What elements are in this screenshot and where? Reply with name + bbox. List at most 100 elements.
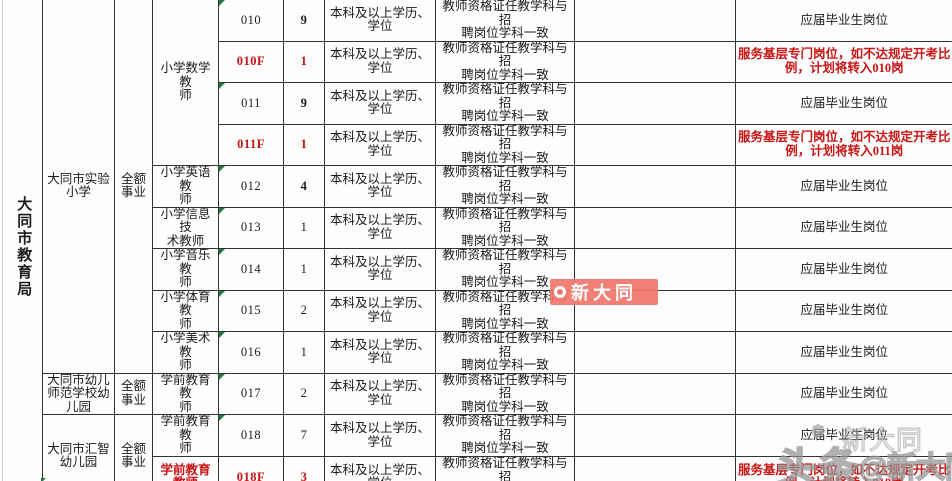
other-cell: [574, 372, 736, 415]
qualification-req-cell: 教师资格证任教学科与招 聘岗位学科一致: [435, 40, 575, 83]
other-cell: [574, 289, 736, 332]
excel-error-triangle-icon: [219, 373, 225, 380]
remark-cell: 服务基层专门岗位，如不达规定开考比 例，计划将转入011岗: [735, 123, 952, 166]
table-row: 大同市幼儿 师范学校幼 儿园 全额 事业 学前教育教 师 017 2 本科及以上…: [3, 372, 952, 415]
position-cell: 学前教育 教师: [152, 456, 219, 481]
position-cell: 学前教育教 师: [152, 372, 219, 415]
table-row: 010F 1 本科及以上学历、 学位 教师资格证任教学科与招 聘岗位学科一致 服…: [3, 40, 952, 83]
qualification-req-cell: 教师资格证任教学科与招 聘岗位学科一致: [435, 165, 575, 208]
table-row: 011 9 本科及以上学历、 学位 教师资格证任教学科与招 聘岗位学科一致 应届…: [3, 82, 952, 125]
count-cell: 1: [283, 248, 325, 291]
count-cell: 7: [283, 414, 325, 457]
code-cell: 017: [218, 372, 284, 415]
qualification-req-cell: 教师资格证任教学科与招 聘岗位学科一致: [435, 123, 575, 166]
excel-error-triangle-icon: [219, 332, 225, 338]
remark-cell: 应届毕业生岗位: [735, 206, 952, 249]
funding-cell: 全额 事业: [114, 372, 153, 415]
position-cell: 学前教育教 师: [152, 414, 219, 457]
other-cell: [574, 414, 736, 457]
code-cell: 012: [218, 165, 284, 208]
qualification-req-cell: 教师资格证任教学科与招 聘岗位学科一致: [435, 248, 575, 291]
education-req-cell: 本科及以上学历、 学位: [324, 40, 436, 83]
other-cell: [574, 165, 736, 208]
education-req-cell: 本科及以上学历、 学位: [324, 372, 436, 415]
table-row: 小学音乐教 师 014 1 本科及以上学历、 学位 教师资格证任教学科与招 聘岗…: [3, 248, 952, 291]
position-cell: 小学数学教 师: [152, 0, 219, 166]
excel-error-triangle-icon: [219, 249, 225, 255]
count-cell: 9: [283, 0, 325, 42]
bureau-cell: 大同市教育局: [2, 0, 43, 481]
remark-cell: 应届毕业生岗位: [735, 331, 952, 374]
remark-cell: 应届毕业生岗位: [735, 414, 952, 457]
position-cell: 小学体育教 师: [152, 289, 219, 332]
education-req-cell: 本科及以上学历、 学位: [324, 414, 436, 457]
remark-cell: 应届毕业生岗位: [735, 372, 952, 415]
count-cell: 1: [283, 123, 325, 166]
table-row: 大同市汇智 幼儿园 全额 事业 学前教育教 师 018 7 本科及以上学历、 学…: [3, 414, 952, 481]
count-cell: 4: [283, 165, 325, 208]
table-row: 小学美术教 师 016 1 本科及以上学历、 学位 教师资格证任教学科与招 聘岗…: [3, 331, 952, 374]
table-row: 011F 1 本科及以上学历、 学位 教师资格证任教学科与招 聘岗位学科一致 服…: [3, 123, 952, 166]
excel-error-triangle-icon: [219, 0, 225, 6]
count-cell: 2: [283, 372, 325, 415]
table-row: 学前教育 教师 018F 3 本科及以上学历、 学位 教师资格证任教学科与招 聘…: [3, 456, 952, 481]
code-cell: 016: [218, 331, 284, 374]
education-req-cell: 本科及以上学历、 学位: [324, 456, 436, 481]
school-cell: 大同市实验 小学: [42, 0, 115, 374]
education-req-cell: 本科及以上学历、 学位: [324, 331, 436, 374]
qualification-req-cell: 教师资格证任教学科与招 聘岗位学科一致: [435, 82, 575, 125]
position-cell: 小学信息技 术教师: [152, 206, 219, 249]
remark-cell: 应届毕业生岗位: [735, 165, 952, 208]
code-cell: 015: [218, 289, 284, 332]
position-cell: 小学音乐教 师: [152, 248, 219, 291]
remark-cell: 应届毕业生岗位: [735, 82, 952, 125]
count-cell: 1: [283, 331, 325, 374]
funding-cell: 全额 事业: [114, 0, 153, 374]
code-cell: 013: [218, 206, 284, 249]
education-req-cell: 本科及以上学历、 学位: [324, 289, 436, 332]
education-req-cell: 本科及以上学历、 学位: [324, 0, 436, 42]
other-cell: [574, 123, 736, 166]
qualification-req-cell: 教师资格证任教学科与招 聘岗位学科一致: [435, 372, 575, 415]
school-cell: 大同市幼儿 师范学校幼 儿园: [42, 372, 115, 415]
excel-error-triangle-icon: [219, 207, 225, 214]
qualification-req-cell: 教师资格证任教学科与招 聘岗位学科一致: [435, 331, 575, 374]
other-cell: [574, 0, 736, 42]
code-cell: 018: [218, 414, 284, 457]
education-req-cell: 本科及以上学历、 学位: [324, 248, 436, 291]
excel-error-triangle-icon: [219, 415, 225, 421]
count-cell: 1: [283, 206, 325, 249]
count-cell: 1: [283, 40, 325, 83]
other-cell: [574, 248, 736, 291]
other-cell: [574, 331, 736, 374]
qualification-req-cell: 教师资格证任教学科与招 聘岗位学科一致: [435, 414, 575, 457]
count-cell: 3: [283, 456, 325, 481]
position-cell: 小学美术教 师: [152, 331, 219, 374]
qualification-req-cell: 教师资格证任教学科与招 聘岗位学科一致: [435, 0, 575, 42]
code-cell: 018F: [218, 456, 284, 481]
education-req-cell: 本科及以上学历、 学位: [324, 123, 436, 166]
school-cell: 大同市汇智 幼儿园: [42, 414, 115, 481]
qualification-req-cell: 教师资格证任教学科与招 聘岗位学科一致: [435, 289, 575, 332]
code-cell: 010F: [218, 40, 284, 83]
education-req-cell: 本科及以上学历、 学位: [324, 82, 436, 125]
remark-cell: 服务基层专门岗位，如不达规定开考比 例，计划将转入018岗: [735, 456, 952, 481]
other-cell: [574, 40, 736, 83]
count-cell: 9: [283, 82, 325, 125]
green-corner-mark-icon: [41, 478, 46, 481]
other-cell: [574, 82, 736, 125]
remark-cell: 应届毕业生岗位: [735, 289, 952, 332]
bureau-name: 大同市教育局: [15, 196, 32, 298]
excel-error-triangle-icon: [219, 290, 225, 297]
remark-cell: 应届毕业生岗位: [735, 248, 952, 291]
table-row: 小学信息技 术教师 013 1 本科及以上学历、 学位 教师资格证任教学科与招 …: [3, 206, 952, 249]
code-cell: 011F: [218, 123, 284, 166]
code-cell: 010: [218, 0, 284, 42]
qualification-req-cell: 教师资格证任教学科与招 聘岗位学科一致: [435, 206, 575, 249]
other-cell: [574, 206, 736, 249]
position-cell: 小学英语教 师: [152, 165, 219, 208]
code-cell: 014: [218, 248, 284, 291]
other-cell: [574, 456, 736, 481]
count-cell: 2: [283, 289, 325, 332]
